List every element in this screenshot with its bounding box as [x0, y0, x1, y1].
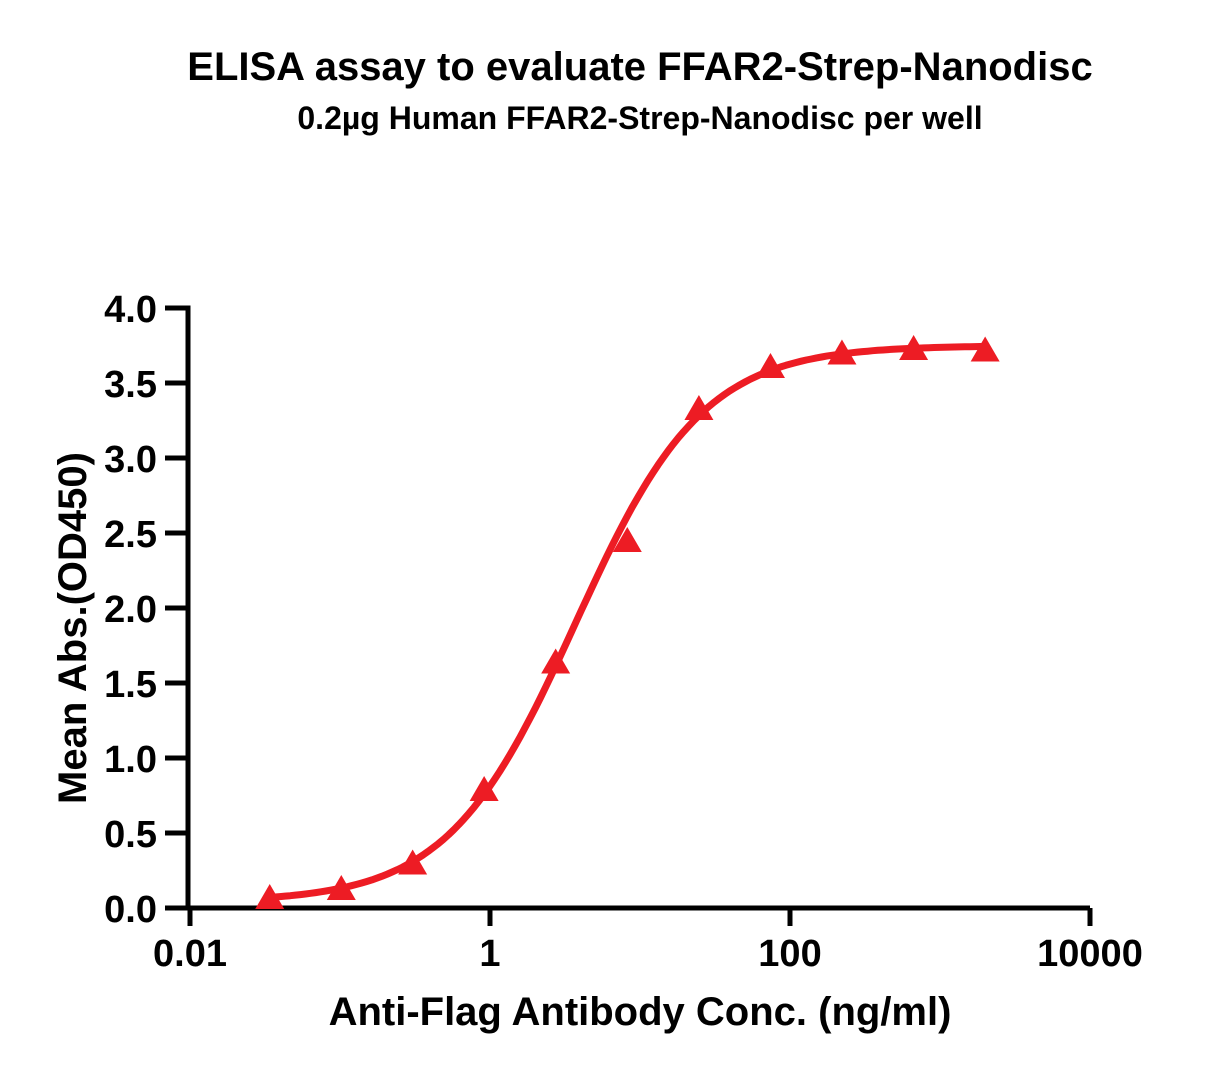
x-tick-label: 100 — [758, 933, 821, 975]
x-tick-label: 1 — [479, 933, 500, 975]
y-axis-title: Mean Abs.(OD450) — [51, 452, 95, 804]
data-point-marker — [827, 339, 857, 365]
x-tick-label: 0.01 — [153, 933, 227, 975]
axis-spine — [185, 305, 1090, 911]
data-point-marker — [612, 527, 642, 552]
y-tick-label: 3.5 — [104, 364, 157, 406]
data-point-marker — [398, 849, 428, 875]
data-point-marker — [970, 336, 1000, 362]
y-tick-label: 2.0 — [104, 589, 157, 631]
y-tick-label: 3.0 — [104, 439, 157, 481]
data-point-marker — [755, 353, 785, 378]
data-point-marker — [684, 395, 714, 420]
y-tick-label: 0.5 — [104, 814, 157, 856]
fit-curve-line — [266, 342, 989, 901]
y-tick-label: 2.5 — [104, 514, 157, 556]
y-tick-label: 4.0 — [104, 289, 157, 331]
y-tick-label: 1.5 — [104, 664, 157, 706]
data-point-marker — [255, 884, 285, 909]
x-tick-label: 10000 — [1037, 933, 1143, 975]
data-point-marker — [899, 335, 929, 360]
data-point-marker — [326, 875, 356, 900]
x-axis-title: Anti-Flag Antibody Conc. (ng/ml) — [329, 990, 952, 1034]
data-point-marker — [469, 776, 499, 801]
y-tick-label: 1.0 — [104, 739, 157, 781]
data-point-marker — [541, 648, 571, 674]
chart-title: ELISA assay to evaluate FFAR2-Strep-Nano… — [187, 45, 1093, 89]
chart-subtitle: 0.2µg Human FFAR2-Strep-Nanodisc per wel… — [297, 100, 983, 136]
y-tick-label: 0.0 — [104, 889, 157, 931]
